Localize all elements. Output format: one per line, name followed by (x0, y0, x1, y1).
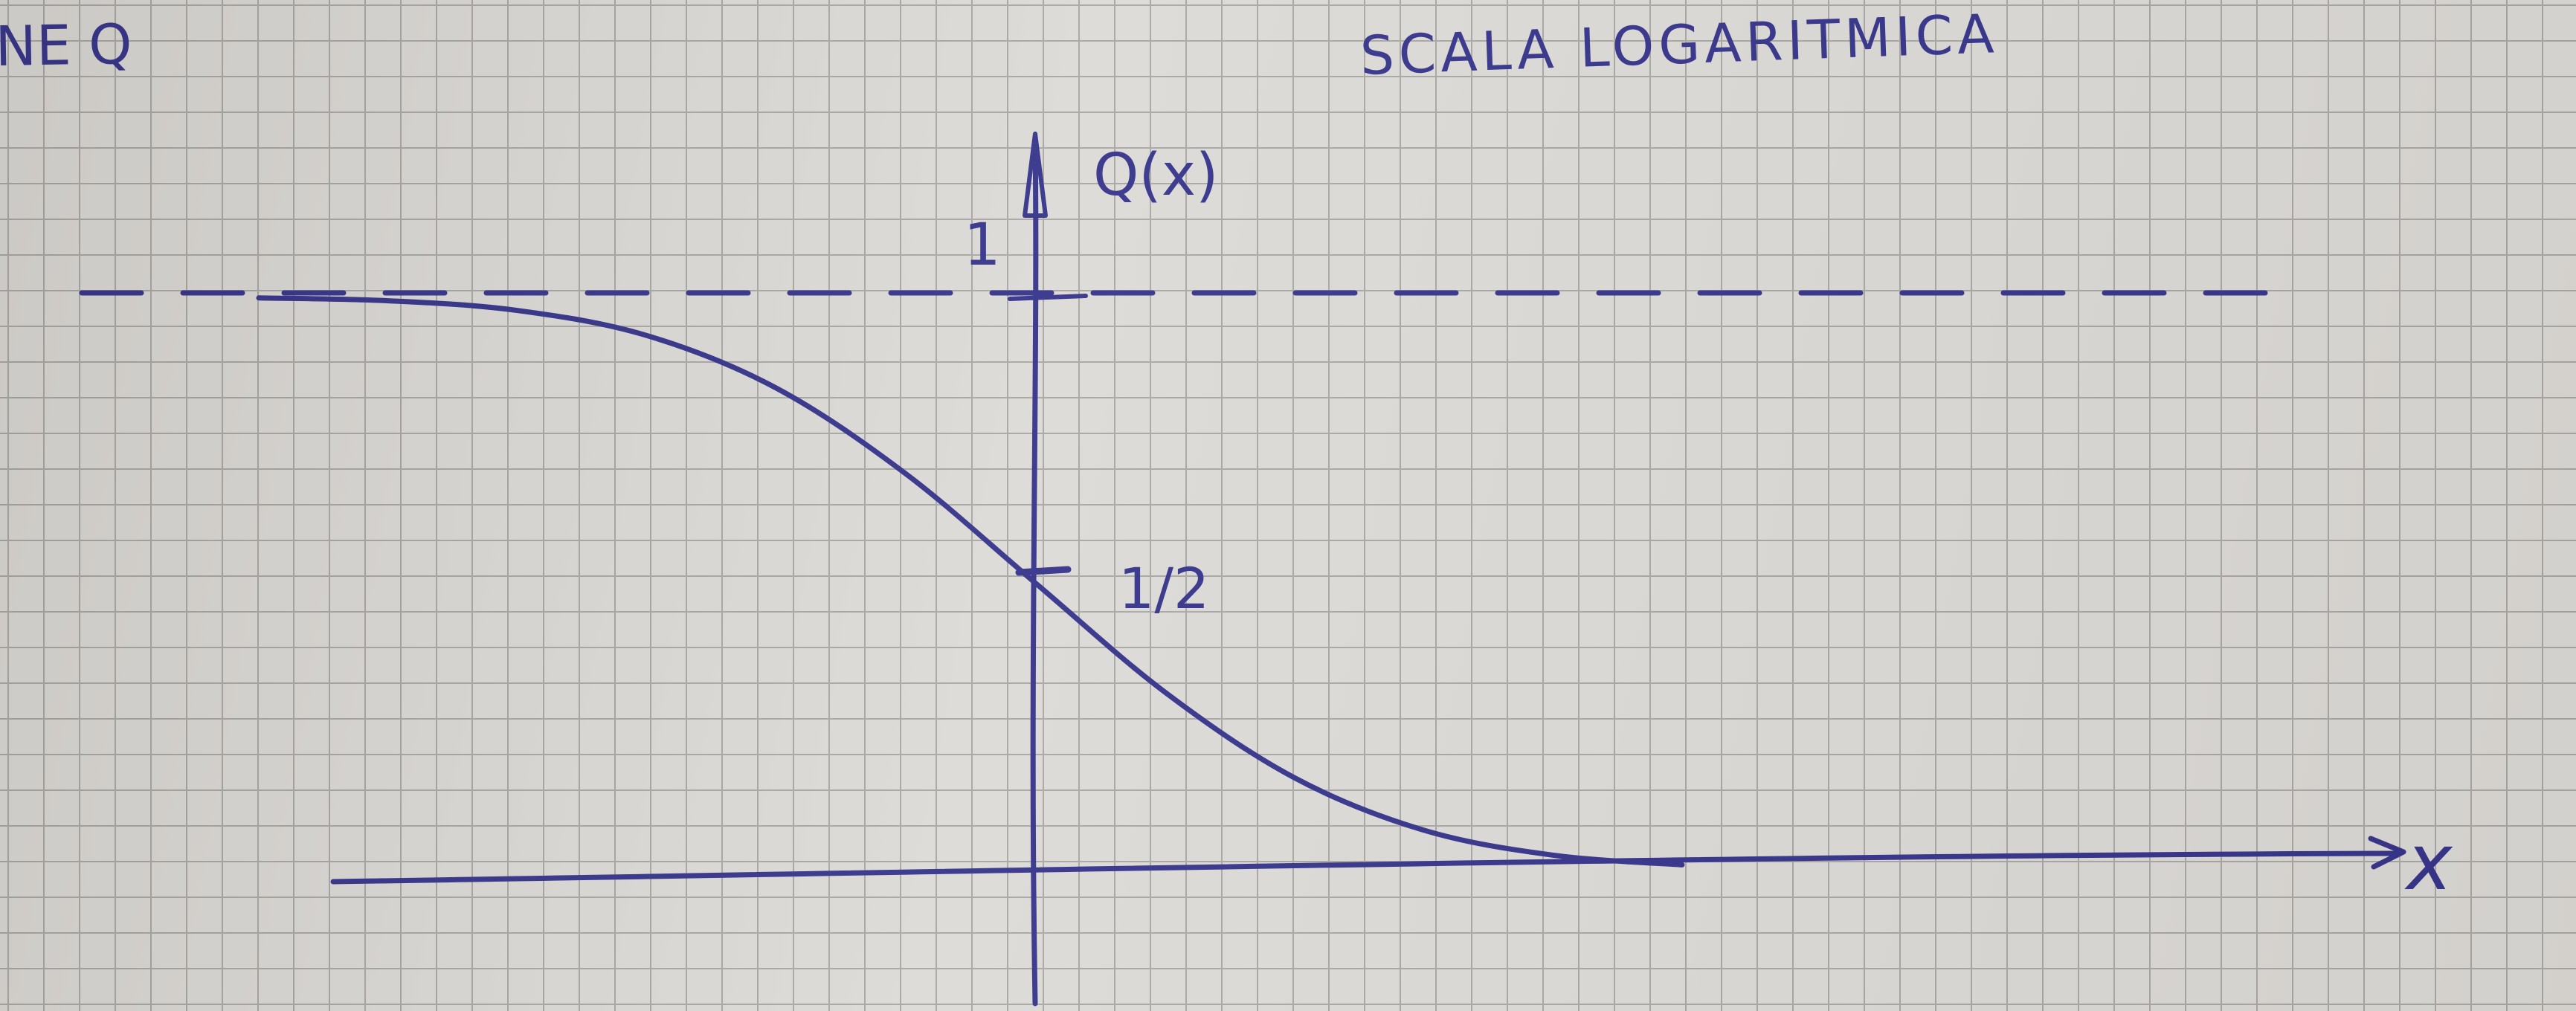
curve-point-5 (905, 473, 907, 475)
curve-point-3 (646, 335, 648, 337)
curve-point-7 (1164, 691, 1165, 693)
q-function-curve (256, 295, 1685, 868)
curve-point-1 (387, 300, 389, 302)
curve-point-6 (1034, 582, 1036, 584)
header-left-fragment: NE Q (0, 13, 132, 79)
curve-point-9 (1423, 829, 1424, 831)
y-axis-arrow (1023, 132, 1048, 218)
header-title: SCALA LOGARITMICA (1359, 2, 2000, 87)
curve-point-2 (517, 309, 518, 311)
y-tick-mark-half (1015, 566, 1072, 576)
y-tick-label-half: 1/2 (1118, 555, 1209, 621)
curve-point-4 (776, 387, 777, 390)
y-axis-label: Q(x) (1093, 142, 1218, 209)
curve-point-8 (1293, 776, 1295, 778)
x-axis-arrow (2368, 836, 2406, 870)
curve-point-11 (1681, 864, 1683, 866)
curve-point-10 (1552, 854, 1553, 856)
x-axis-line (330, 850, 2399, 885)
x-axis-label: x (2404, 817, 2453, 908)
y-tick-label-one: 1 (964, 212, 1001, 279)
curve-point-0 (258, 297, 260, 299)
y-axis-line (1030, 138, 1039, 1007)
curve-points (258, 297, 1683, 866)
y-tick-mark-one (1008, 294, 1088, 301)
